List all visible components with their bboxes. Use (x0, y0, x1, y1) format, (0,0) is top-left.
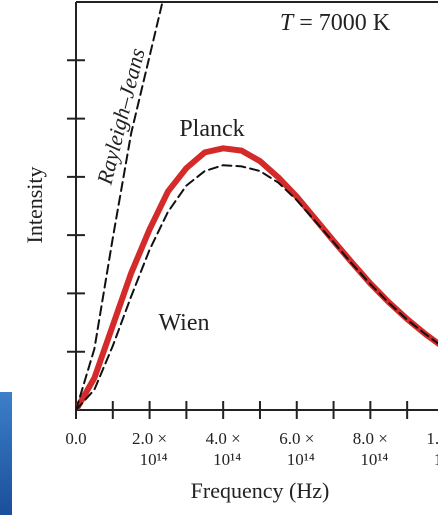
y-axis-title: Intensity (22, 167, 47, 244)
annotation: Wien (158, 310, 209, 336)
series-line (76, 164, 438, 410)
series-line (76, 2, 164, 410)
plot-area (76, 2, 438, 410)
x-tick-label: 6.0 × 10¹⁴ (279, 429, 315, 469)
x-tick-label: 8.0 × 10¹⁴ (353, 429, 389, 469)
x-tick-label: 2.0 × 10¹⁴ (132, 429, 168, 469)
annotation: Planck (179, 116, 244, 142)
annotation: Rayleigh–Jeans (92, 46, 150, 188)
series-line (76, 145, 438, 410)
x-tick-label: 4.0 × 10¹⁴ (206, 429, 242, 469)
chart-title: T = 7000 K (280, 10, 391, 36)
x-tick-label: 0.0 (65, 429, 86, 448)
x-axis-title: Frequency (Hz) (191, 478, 330, 503)
x-tick-label: 1.0 ×10¹⁵ (426, 429, 438, 469)
decoration (0, 392, 12, 515)
